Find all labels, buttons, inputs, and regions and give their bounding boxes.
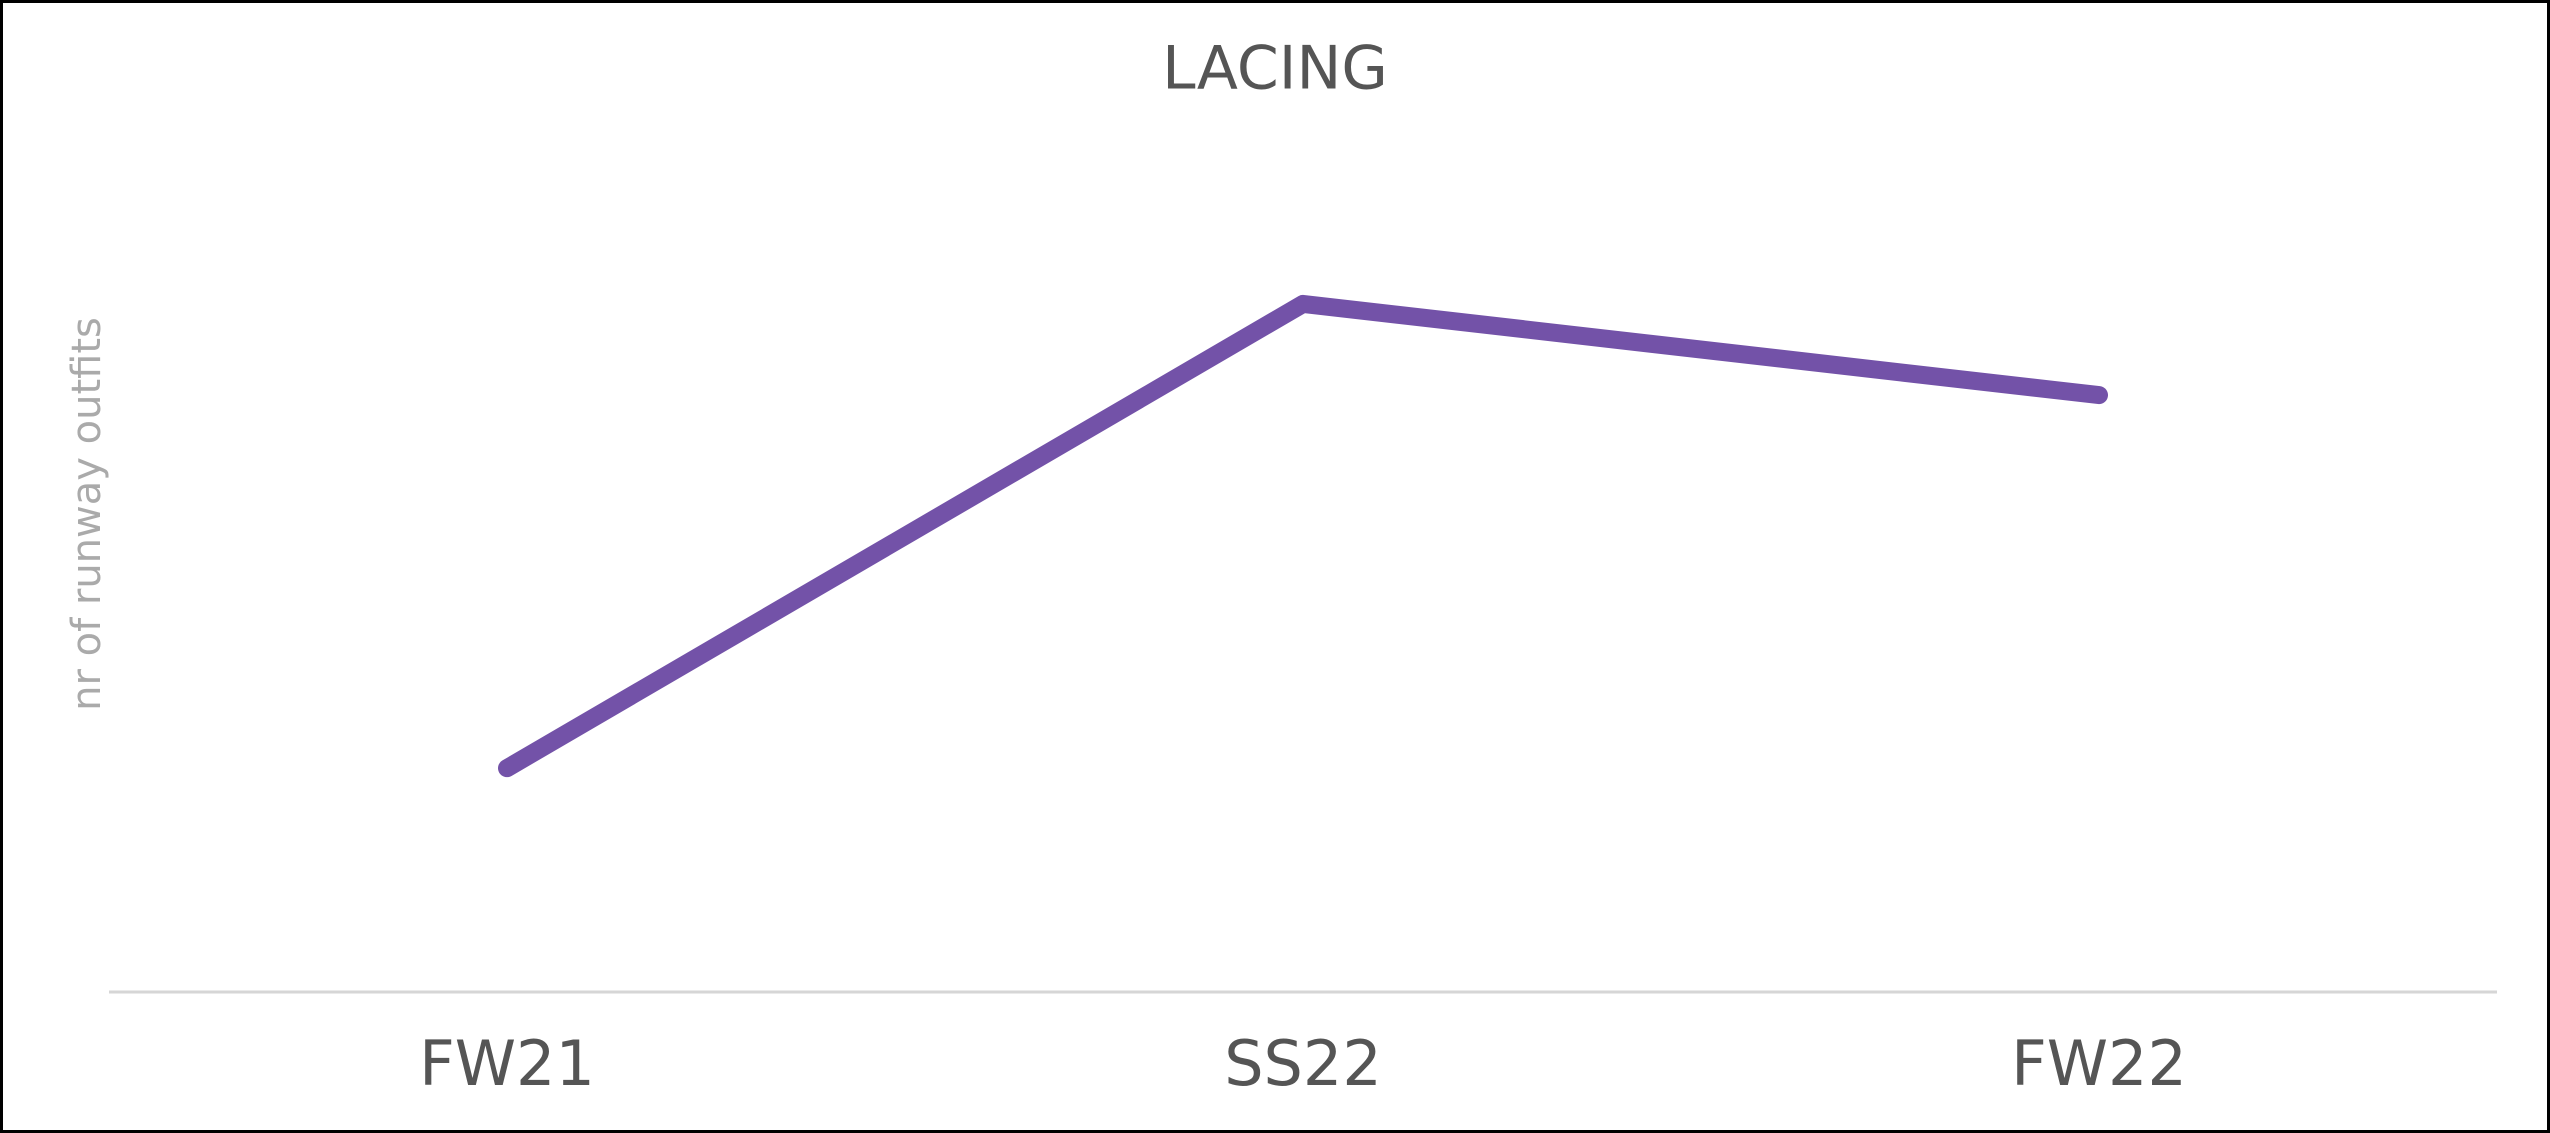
x-tick-label: FW22 [2011, 1027, 2187, 1100]
x-tick-label: FW21 [419, 1027, 595, 1100]
chart-title: LACING [1162, 34, 1388, 104]
data-line [498, 294, 2108, 778]
y-axis-label: nr of runway outfits [64, 317, 110, 711]
x-tick-label: SS22 [1224, 1027, 1382, 1100]
